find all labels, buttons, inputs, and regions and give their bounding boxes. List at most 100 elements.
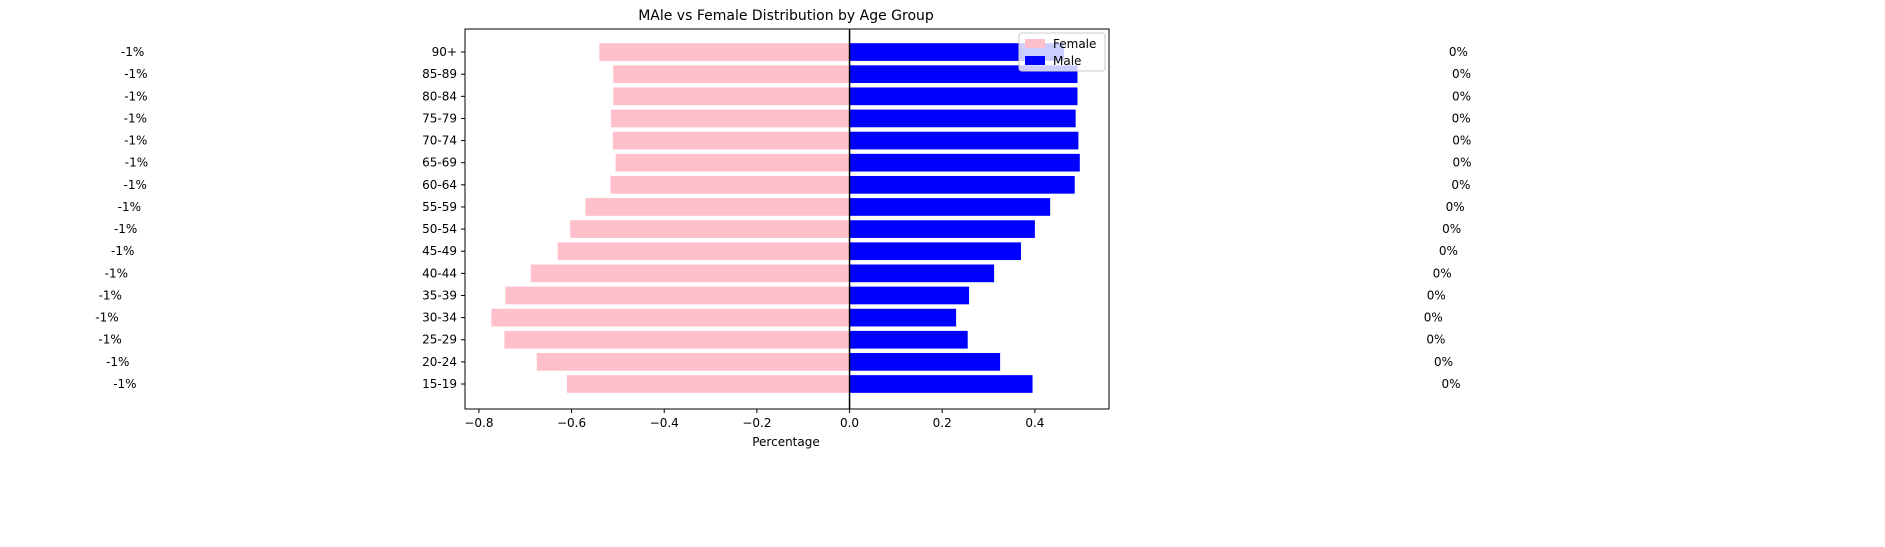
data-label-male: 0%	[1434, 355, 1453, 369]
bar-female-80-84	[613, 87, 850, 106]
data-label-female: -1%	[124, 89, 147, 103]
x-tick-label: −0.6	[557, 416, 586, 430]
bar-female-25-29	[504, 330, 850, 349]
data-label-male: 0%	[1426, 333, 1445, 347]
x-axis-label: Percentage	[752, 435, 820, 449]
bar-male-35-39	[849, 286, 970, 305]
data-label-female: -1%	[121, 45, 144, 59]
bar-female-85-89	[613, 65, 850, 84]
y-tick-label: 45-49	[422, 244, 457, 258]
bars	[491, 43, 1080, 393]
x-tick-label: −0.4	[650, 416, 679, 430]
data-label-male: 0%	[1453, 156, 1472, 170]
bar-female-20-24	[536, 353, 850, 371]
y-tick-label: 50-54	[422, 222, 457, 236]
data-label-female: -1%	[124, 134, 147, 148]
bar-male-90+	[849, 43, 1065, 61]
data-label-male: 0%	[1449, 45, 1468, 59]
x-tick-label: −0.8	[464, 416, 493, 430]
y-tick-label: 70-74	[422, 134, 457, 148]
bar-female-55-59	[585, 198, 850, 216]
data-label-female: -1%	[113, 377, 136, 391]
legend: Female Male	[1018, 32, 1106, 72]
bar-female-60-64	[610, 175, 850, 194]
bar-female-65-69	[615, 153, 850, 172]
data-label-male: 0%	[1452, 111, 1471, 125]
plot-background	[465, 29, 1109, 409]
data-label-male: 0%	[1452, 67, 1471, 81]
bar-female-30-34	[491, 308, 850, 327]
data-label-female: -1%	[118, 200, 141, 214]
bar-male-15-19	[849, 375, 1033, 393]
y-tick-label: 85-89	[422, 67, 457, 81]
y-tick-label: 35-39	[422, 288, 457, 302]
legend-swatch-male	[1025, 56, 1045, 65]
plot-area	[465, 29, 1109, 409]
x-tick-label: −0.2	[742, 416, 771, 430]
data-label-male: 0%	[1439, 244, 1458, 258]
y-tick-label: 75-79	[422, 111, 457, 125]
data-label-male: 0%	[1427, 288, 1446, 302]
y-tick-label: 15-19	[422, 377, 457, 391]
bar-male-75-79	[849, 109, 1076, 128]
data-label-male: 0%	[1446, 200, 1465, 214]
chart-title: MAle vs Female Distribution by Age Group	[638, 8, 934, 24]
x-tick-label: 0.0	[840, 416, 859, 430]
data-label-female: -1%	[124, 111, 147, 125]
bar-male-25-29	[849, 330, 968, 349]
bar-male-80-84	[849, 87, 1078, 106]
bar-female-70-74	[612, 131, 850, 150]
data-label-male: 0%	[1452, 89, 1471, 103]
data-label-male: 0%	[1442, 377, 1461, 391]
y-tick-label: 40-44	[422, 266, 457, 280]
bar-female-90+	[599, 43, 850, 61]
bar-female-50-54	[570, 220, 850, 238]
bar-male-70-74	[849, 131, 1079, 150]
bar-female-75-79	[610, 109, 850, 128]
data-label-female: -1%	[114, 222, 137, 236]
bar-male-40-44	[849, 264, 995, 283]
plot-frame	[464, 28, 1110, 410]
y-tick-label: 90+	[432, 45, 457, 59]
bar-male-55-59	[849, 198, 1051, 216]
data-label-male: 0%	[1451, 178, 1470, 192]
data-labels: -1% -1% -1% -1% -1% -1% -1% -1% -1% -1% -1% -1% -1% -…	[95, 45, 1471, 391]
data-label-male: 0%	[1442, 222, 1461, 236]
x-tick-label: 0.2	[933, 416, 952, 430]
y-tick-label: 80-84	[422, 89, 457, 103]
legend-label-female: Female	[1053, 37, 1096, 51]
y-tick-label: 20-24	[422, 355, 457, 369]
data-label-female: -1%	[124, 178, 147, 192]
bar-male-60-64	[849, 175, 1075, 194]
bar-female-15-19	[566, 375, 850, 393]
data-label-male: 0%	[1433, 266, 1452, 280]
y-tick-label: 30-34	[422, 311, 457, 325]
bar-male-65-69	[849, 153, 1080, 172]
data-label-male: 0%	[1424, 311, 1443, 325]
axes: −0.8 −0.6 −0.4 −0.2 0.0 0.2 0.4 15-19 20-24 25-29…	[422, 28, 1110, 430]
data-label-female: -1%	[99, 288, 122, 302]
bar-male-20-24	[849, 353, 1001, 371]
bar-female-40-44	[530, 264, 850, 283]
data-label-female: -1%	[95, 311, 118, 325]
y-tick-label: 60-64	[422, 178, 457, 192]
data-label-female: -1%	[125, 156, 148, 170]
bar-female-45-49	[557, 242, 850, 261]
data-label-female: -1%	[98, 333, 121, 347]
bar-male-45-49	[849, 242, 1021, 261]
data-label-female: -1%	[111, 244, 134, 258]
data-label-female: -1%	[105, 266, 128, 280]
bar-male-50-54	[849, 220, 1035, 238]
bar-female-35-39	[505, 286, 850, 305]
data-label-female: -1%	[106, 355, 129, 369]
y-tick-label: 55-59	[422, 200, 457, 214]
legend-swatch-female	[1025, 39, 1045, 48]
x-tick-label: 0.4	[1025, 416, 1044, 430]
y-tick-label: 65-69	[422, 156, 457, 170]
legend-label-male: Male	[1053, 54, 1081, 68]
y-tick-label: 25-29	[422, 333, 457, 347]
data-label-male: 0%	[1452, 134, 1471, 148]
data-label-female: -1%	[124, 67, 147, 81]
bar-male-30-34	[849, 308, 957, 327]
